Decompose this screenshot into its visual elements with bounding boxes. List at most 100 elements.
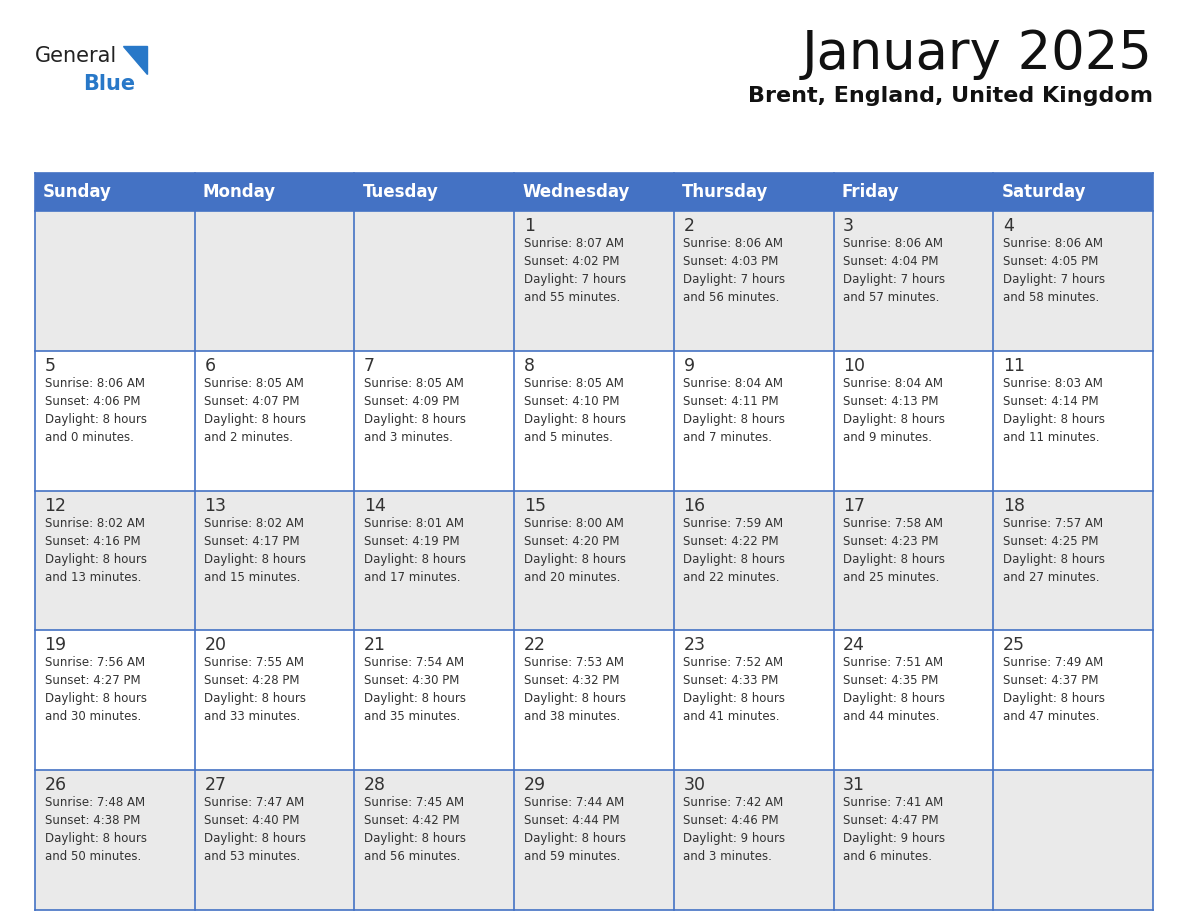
Bar [674, 631, 834, 770]
Text: Sunrise: 8:04 AM
Sunset: 4:11 PM
Daylight: 8 hours
and 7 minutes.: Sunrise: 8:04 AM Sunset: 4:11 PM Dayligh… [683, 376, 785, 443]
Bar [34, 631, 195, 770]
Text: Sunrise: 7:52 AM
Sunset: 4:33 PM
Daylight: 8 hours
and 41 minutes.: Sunrise: 7:52 AM Sunset: 4:33 PM Dayligh… [683, 656, 785, 723]
Text: 24: 24 [843, 636, 865, 655]
Text: Sunrise: 8:06 AM
Sunset: 4:06 PM
Daylight: 8 hours
and 0 minutes.: Sunrise: 8:06 AM Sunset: 4:06 PM Dayligh… [45, 376, 146, 443]
Bar [195, 211, 354, 351]
Bar [195, 351, 354, 490]
Text: 29: 29 [524, 777, 545, 794]
Bar [834, 351, 993, 490]
Text: Sunday: Sunday [43, 183, 112, 201]
Text: Sunrise: 7:42 AM
Sunset: 4:46 PM
Daylight: 9 hours
and 3 minutes.: Sunrise: 7:42 AM Sunset: 4:46 PM Dayligh… [683, 796, 785, 863]
Bar [514, 631, 674, 770]
Text: January 2025: January 2025 [802, 28, 1154, 80]
Bar [514, 770, 674, 910]
Bar [993, 631, 1154, 770]
Text: Wednesday: Wednesday [523, 183, 630, 201]
Text: 16: 16 [683, 497, 706, 515]
Bar [34, 490, 195, 631]
Text: Sunrise: 7:41 AM
Sunset: 4:47 PM
Daylight: 9 hours
and 6 minutes.: Sunrise: 7:41 AM Sunset: 4:47 PM Dayligh… [843, 796, 946, 863]
Text: 10: 10 [843, 357, 865, 375]
Bar [354, 631, 514, 770]
Text: Sunrise: 8:01 AM
Sunset: 4:19 PM
Daylight: 8 hours
and 17 minutes.: Sunrise: 8:01 AM Sunset: 4:19 PM Dayligh… [364, 517, 466, 584]
Text: 22: 22 [524, 636, 545, 655]
Text: Saturday: Saturday [1001, 183, 1086, 201]
Text: Sunrise: 7:48 AM
Sunset: 4:38 PM
Daylight: 8 hours
and 50 minutes.: Sunrise: 7:48 AM Sunset: 4:38 PM Dayligh… [45, 796, 146, 863]
Text: Blue: Blue [83, 74, 135, 94]
Bar [674, 770, 834, 910]
Text: 19: 19 [45, 636, 67, 655]
Text: Sunrise: 8:02 AM
Sunset: 4:16 PM
Daylight: 8 hours
and 13 minutes.: Sunrise: 8:02 AM Sunset: 4:16 PM Dayligh… [45, 517, 146, 584]
Text: 12: 12 [45, 497, 67, 515]
Text: Sunrise: 7:54 AM
Sunset: 4:30 PM
Daylight: 8 hours
and 35 minutes.: Sunrise: 7:54 AM Sunset: 4:30 PM Dayligh… [364, 656, 466, 723]
Text: Sunrise: 8:05 AM
Sunset: 4:10 PM
Daylight: 8 hours
and 5 minutes.: Sunrise: 8:05 AM Sunset: 4:10 PM Dayligh… [524, 376, 626, 443]
Text: 17: 17 [843, 497, 865, 515]
Text: 23: 23 [683, 636, 706, 655]
Text: 11: 11 [1003, 357, 1025, 375]
Text: Sunrise: 7:57 AM
Sunset: 4:25 PM
Daylight: 8 hours
and 27 minutes.: Sunrise: 7:57 AM Sunset: 4:25 PM Dayligh… [1003, 517, 1105, 584]
Bar [993, 211, 1154, 351]
Text: 2: 2 [683, 217, 695, 235]
Text: Sunrise: 7:49 AM
Sunset: 4:37 PM
Daylight: 8 hours
and 47 minutes.: Sunrise: 7:49 AM Sunset: 4:37 PM Dayligh… [1003, 656, 1105, 723]
Text: Sunrise: 7:53 AM
Sunset: 4:32 PM
Daylight: 8 hours
and 38 minutes.: Sunrise: 7:53 AM Sunset: 4:32 PM Dayligh… [524, 656, 626, 723]
Text: Sunrise: 7:58 AM
Sunset: 4:23 PM
Daylight: 8 hours
and 25 minutes.: Sunrise: 7:58 AM Sunset: 4:23 PM Dayligh… [843, 517, 946, 584]
Text: 27: 27 [204, 777, 226, 794]
Text: Sunrise: 8:05 AM
Sunset: 4:07 PM
Daylight: 8 hours
and 2 minutes.: Sunrise: 8:05 AM Sunset: 4:07 PM Dayligh… [204, 376, 307, 443]
Text: 7: 7 [364, 357, 375, 375]
Text: Thursday: Thursday [682, 183, 769, 201]
Text: 6: 6 [204, 357, 215, 375]
Text: 31: 31 [843, 777, 865, 794]
Bar [34, 173, 1154, 211]
Bar [514, 351, 674, 490]
Bar [514, 211, 674, 351]
Text: 8: 8 [524, 357, 535, 375]
Text: Brent, England, United Kingdom: Brent, England, United Kingdom [748, 86, 1154, 106]
Text: Sunrise: 8:02 AM
Sunset: 4:17 PM
Daylight: 8 hours
and 15 minutes.: Sunrise: 8:02 AM Sunset: 4:17 PM Dayligh… [204, 517, 307, 584]
Polygon shape [124, 46, 147, 74]
Text: Sunrise: 7:56 AM
Sunset: 4:27 PM
Daylight: 8 hours
and 30 minutes.: Sunrise: 7:56 AM Sunset: 4:27 PM Dayligh… [45, 656, 146, 723]
Bar [674, 351, 834, 490]
Text: 5: 5 [45, 357, 56, 375]
Bar [834, 211, 993, 351]
Text: 1: 1 [524, 217, 535, 235]
Bar [514, 490, 674, 631]
Text: Sunrise: 8:07 AM
Sunset: 4:02 PM
Daylight: 7 hours
and 55 minutes.: Sunrise: 8:07 AM Sunset: 4:02 PM Dayligh… [524, 237, 626, 304]
Bar [674, 490, 834, 631]
Bar [834, 490, 993, 631]
Text: Sunrise: 8:06 AM
Sunset: 4:05 PM
Daylight: 7 hours
and 58 minutes.: Sunrise: 8:06 AM Sunset: 4:05 PM Dayligh… [1003, 237, 1105, 304]
Text: Sunrise: 7:55 AM
Sunset: 4:28 PM
Daylight: 8 hours
and 33 minutes.: Sunrise: 7:55 AM Sunset: 4:28 PM Dayligh… [204, 656, 307, 723]
Bar [195, 490, 354, 631]
Bar [354, 770, 514, 910]
Text: 18: 18 [1003, 497, 1025, 515]
Text: Monday: Monday [203, 183, 276, 201]
Text: Sunrise: 8:06 AM
Sunset: 4:03 PM
Daylight: 7 hours
and 56 minutes.: Sunrise: 8:06 AM Sunset: 4:03 PM Dayligh… [683, 237, 785, 304]
Bar [354, 211, 514, 351]
Bar [993, 490, 1154, 631]
Bar [674, 211, 834, 351]
Bar [354, 490, 514, 631]
Bar [34, 770, 195, 910]
Text: 25: 25 [1003, 636, 1025, 655]
Bar [34, 351, 195, 490]
Text: General: General [34, 46, 118, 66]
Text: 3: 3 [843, 217, 854, 235]
Text: 4: 4 [1003, 217, 1013, 235]
Text: 14: 14 [364, 497, 386, 515]
Bar [834, 770, 993, 910]
Text: Sunrise: 7:47 AM
Sunset: 4:40 PM
Daylight: 8 hours
and 53 minutes.: Sunrise: 7:47 AM Sunset: 4:40 PM Dayligh… [204, 796, 307, 863]
Bar [993, 351, 1154, 490]
Text: Sunrise: 8:05 AM
Sunset: 4:09 PM
Daylight: 8 hours
and 3 minutes.: Sunrise: 8:05 AM Sunset: 4:09 PM Dayligh… [364, 376, 466, 443]
Text: Tuesday: Tuesday [362, 183, 438, 201]
Text: 28: 28 [364, 777, 386, 794]
Bar [34, 211, 195, 351]
Text: 15: 15 [524, 497, 545, 515]
Bar [195, 631, 354, 770]
Text: Sunrise: 7:59 AM
Sunset: 4:22 PM
Daylight: 8 hours
and 22 minutes.: Sunrise: 7:59 AM Sunset: 4:22 PM Dayligh… [683, 517, 785, 584]
Text: 30: 30 [683, 777, 706, 794]
Bar [195, 770, 354, 910]
Text: Sunrise: 8:00 AM
Sunset: 4:20 PM
Daylight: 8 hours
and 20 minutes.: Sunrise: 8:00 AM Sunset: 4:20 PM Dayligh… [524, 517, 626, 584]
Text: Sunrise: 7:45 AM
Sunset: 4:42 PM
Daylight: 8 hours
and 56 minutes.: Sunrise: 7:45 AM Sunset: 4:42 PM Dayligh… [364, 796, 466, 863]
Text: Sunrise: 8:04 AM
Sunset: 4:13 PM
Daylight: 8 hours
and 9 minutes.: Sunrise: 8:04 AM Sunset: 4:13 PM Dayligh… [843, 376, 946, 443]
Text: 20: 20 [204, 636, 226, 655]
Text: 21: 21 [364, 636, 386, 655]
Text: 9: 9 [683, 357, 695, 375]
